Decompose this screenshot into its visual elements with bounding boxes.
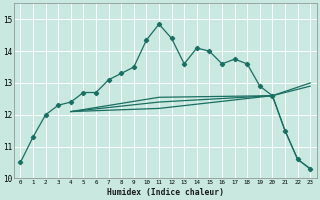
X-axis label: Humidex (Indice chaleur): Humidex (Indice chaleur)	[107, 188, 224, 197]
